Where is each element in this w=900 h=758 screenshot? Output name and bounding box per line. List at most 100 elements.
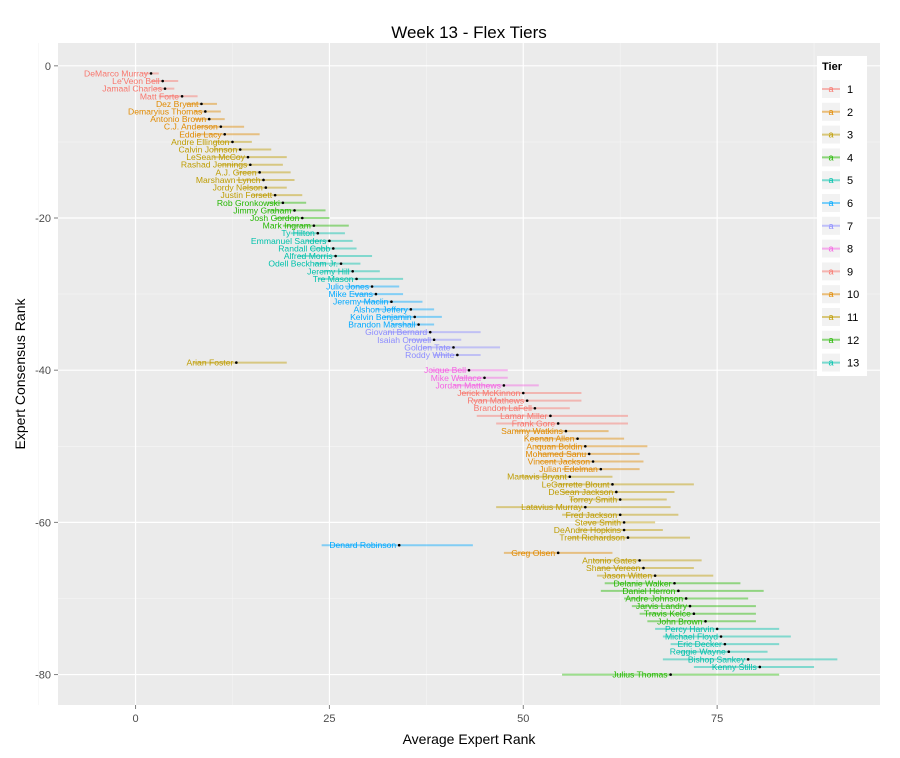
avg-point [638,559,641,562]
avg-point [653,574,657,577]
player-label: Dez Bryant [156,99,199,109]
legend-key-glyph: a [828,312,833,322]
player-label: Golden Tate [404,342,450,352]
player-label: Latavius Murray [521,502,583,512]
avg-point [719,635,723,638]
avg-point [207,117,211,121]
player-label: John Brown [657,616,703,626]
player-label: Justin Forsett [221,190,273,200]
avg-point [673,581,676,585]
avg-point [692,612,696,615]
avg-point [556,551,560,555]
player-label: C.J. Anderson [164,122,218,132]
avg-point [615,490,618,494]
y-tick-label: 0 [45,61,51,73]
player-label: Mark Ingram [263,221,311,231]
player-label: Joique Bell [424,365,466,375]
player-label: Antonio Brown [150,114,206,124]
legend-label: 13 [847,358,859,370]
avg-point [262,178,265,182]
player-label: Fred Jackson [566,510,618,520]
avg-point [723,642,727,646]
avg-point [293,209,296,212]
legend-label: 11 [847,312,858,324]
player-label: Le'Veon Bell [112,76,160,86]
player-label: Torrey Smith [569,495,617,505]
player-label: Rashad Jennings [181,160,247,170]
legend: Tier a 1 a 2 a 3 a 4 a 5 a 6 a 7 a 8 a 9 a 10 a 11 a 12 a 13 [817,56,867,376]
x-axis-title: Average Expert Rank [403,731,537,747]
player-label: Tre Mason [313,274,354,284]
avg-point [161,79,164,83]
player-label: Jamaal Charles [102,84,162,94]
avg-point [549,414,552,418]
avg-point [149,72,153,75]
avg-point [576,437,579,440]
player-label: Travis Kelce [644,609,691,619]
player-label: Shane Vereen [586,563,641,573]
avg-point [626,536,630,539]
player-label: Martavis Bryant [507,472,567,482]
avg-point [409,308,413,311]
x-tick-label: 0 [132,713,138,725]
y-tick-label: -80 [35,670,51,682]
legend-label: 10 [847,289,859,301]
player-label: Arian Foster [187,358,234,368]
avg-point [316,231,320,235]
avg-point [258,171,261,174]
avg-point [533,406,537,410]
player-label: Marshawn Lynch [196,175,261,185]
player-label: Julius Thomas [612,670,667,680]
player-label: Frank Gore [512,418,556,428]
avg-point [556,422,560,425]
avg-point [246,155,250,159]
avg-point [521,391,525,395]
avg-point [281,201,285,205]
y-tick-label: -60 [35,517,51,529]
player-label: Julio Jones [326,281,369,291]
player-label: Michael Floyd [665,632,718,642]
player-label: LeSean McCoy [186,152,245,162]
player-label: DeMarco Murray [84,68,149,78]
avg-point [328,239,331,243]
player-label: Percy Harvin [665,624,714,634]
avg-point [300,216,304,220]
y-axis-title: Expert Consensus Rank [12,298,28,450]
avg-point [677,589,680,593]
player-label: Roddy White [405,350,454,360]
avg-point [397,543,401,547]
legend-key-glyph: a [828,358,833,368]
legend-label: 9 [847,266,853,278]
avg-point [746,658,750,661]
legend-label: 12 [847,335,859,347]
legend-key-glyph: a [828,152,833,162]
avg-point [249,163,252,167]
player-label: Josh Gordon [250,213,299,223]
avg-point [642,566,645,570]
avg-point [180,94,184,98]
player-label: Odell Beckham Jr. [268,259,338,269]
player-label: Jarvis Landry [636,601,688,611]
avg-point [413,315,417,319]
avg-point [715,627,719,631]
avg-point [727,650,731,654]
player-label: Isaiah Crowell [377,335,431,345]
player-label: Sammy Watkins [501,426,563,436]
avg-point [428,330,432,334]
player-label: LeGarrette Blount [542,479,610,489]
avg-point [331,247,335,250]
avg-point [432,338,436,342]
player-label: Daniel Herron [622,586,675,596]
x-tick-label: 50 [517,713,529,725]
player-label: Trent Richardson [559,533,625,543]
avg-point [618,513,622,517]
legend-key-glyph: a [828,244,833,254]
avg-point [622,521,626,524]
avg-point [334,254,337,258]
player-label: Eddie Lacy [179,129,222,139]
player-label: Alshon Jeffery [354,304,409,314]
legend-key-glyph: a [828,266,833,276]
avg-point [355,277,358,281]
avg-point [587,452,591,456]
